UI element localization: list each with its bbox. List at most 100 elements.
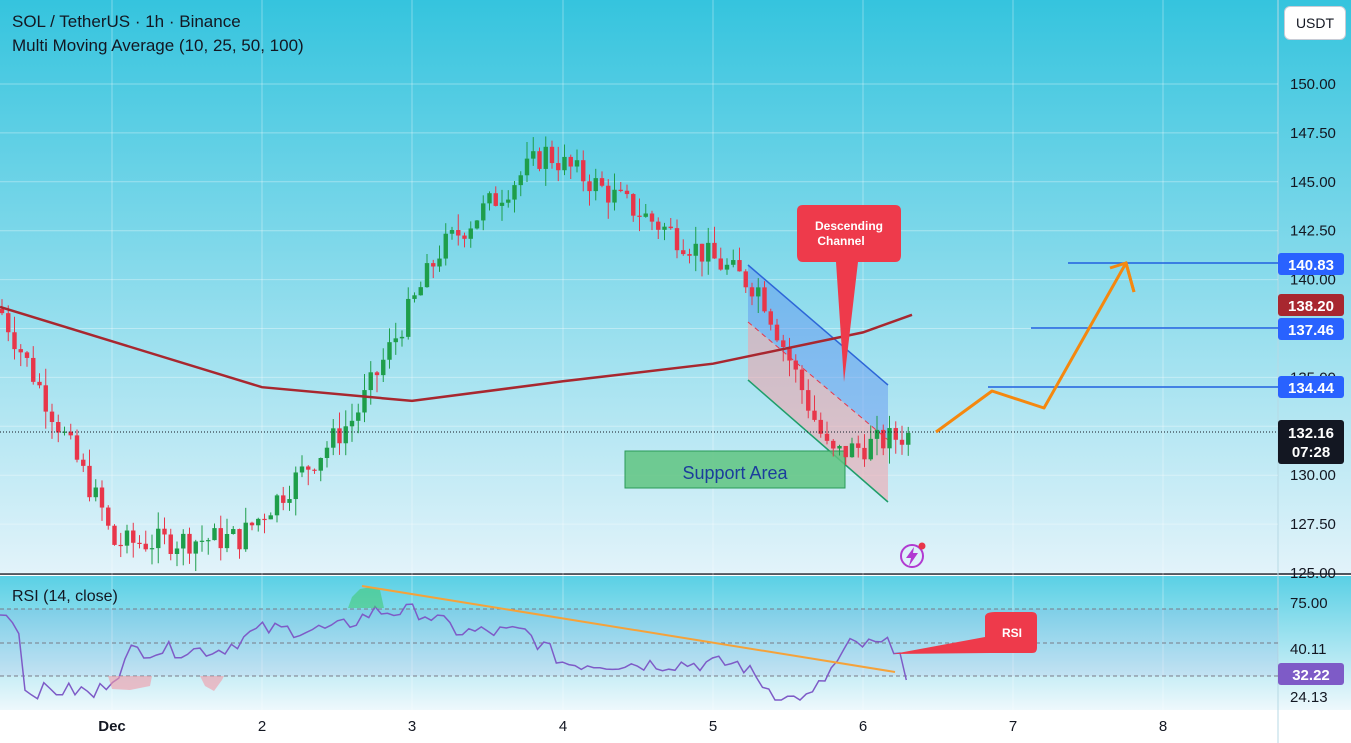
candle — [287, 485, 292, 511]
candle — [537, 147, 542, 172]
rsi-legend[interactable]: RSI (14, close) — [12, 588, 118, 605]
candle — [693, 226, 698, 272]
candle — [518, 171, 523, 197]
candle — [81, 453, 86, 473]
candle — [187, 527, 192, 564]
candle — [749, 282, 755, 306]
support-area-label: Support Area — [682, 463, 788, 483]
candle — [149, 534, 155, 565]
price-tick-label: 142.50 — [1290, 223, 1336, 240]
candle — [818, 412, 823, 438]
rsi-low-value: 24.13 — [1290, 689, 1328, 706]
candle — [568, 154, 573, 179]
candle — [412, 292, 417, 303]
ma-value-tag-text: 138.20 — [1288, 298, 1334, 315]
candle — [31, 346, 36, 385]
ma-value-tag — [1278, 294, 1344, 316]
candle — [162, 517, 167, 545]
candle — [631, 193, 636, 222]
candle — [793, 354, 798, 383]
candle — [856, 435, 861, 458]
price-tick-label: 145.00 — [1290, 174, 1336, 191]
candle — [731, 249, 736, 268]
candle — [581, 150, 586, 192]
candle — [606, 179, 611, 219]
candle — [237, 528, 242, 559]
candle — [43, 368, 48, 429]
candle — [131, 522, 136, 558]
candle — [212, 523, 217, 541]
candle — [574, 149, 580, 173]
time-tick-label: 7 — [1009, 718, 1017, 735]
candle — [37, 373, 42, 389]
candle — [762, 281, 767, 313]
candle — [774, 318, 780, 343]
candle — [393, 322, 398, 355]
candle — [293, 466, 298, 516]
rsi-overbought-fill — [348, 587, 384, 608]
candle — [524, 141, 530, 182]
rsi-current-tag-text: 32.22 — [1292, 667, 1330, 684]
candle — [24, 351, 30, 367]
candle — [249, 521, 255, 531]
rsi-upper-tick: 75.00 — [1290, 595, 1328, 612]
candle — [506, 190, 511, 208]
indicator-legend[interactable]: Multi Moving Average (10, 25, 50, 100) — [12, 36, 304, 55]
time-tick-label: 8 — [1159, 718, 1167, 735]
target-3-tag-text: 134.44 — [1288, 380, 1335, 397]
candle — [649, 210, 655, 231]
candle — [474, 219, 480, 230]
symbol-title[interactable]: SOL / TetherUS · 1h · Binance — [12, 12, 241, 31]
candle — [62, 426, 67, 436]
candle — [831, 439, 836, 457]
candle — [593, 168, 598, 201]
channel-upper-line — [747, 264, 889, 386]
time-tick-label: Dec — [98, 718, 126, 735]
lightning-icon[interactable] — [900, 542, 926, 568]
candle — [281, 486, 286, 511]
price-tick-label: 127.50 — [1290, 516, 1336, 533]
rsi-callout: RSI — [893, 612, 1037, 654]
candle — [18, 344, 23, 367]
price-tick-label: 140.00 — [1290, 272, 1336, 289]
descending-channel-callout: Descending Channel — [797, 205, 901, 382]
candle — [893, 421, 898, 454]
candle — [812, 395, 817, 422]
target-3-tag — [1278, 376, 1344, 398]
last-price-tag — [1278, 420, 1344, 464]
candle — [349, 403, 355, 442]
candle — [374, 370, 380, 393]
candle — [356, 403, 361, 434]
rsi-oversold-fill — [108, 676, 152, 690]
callout-line-2: Channel — [817, 234, 864, 248]
candle — [499, 189, 505, 221]
candle — [168, 528, 173, 561]
candle — [312, 468, 317, 474]
candle — [262, 513, 267, 534]
candle — [624, 184, 630, 199]
candle — [824, 421, 830, 445]
rsi-line — [0, 603, 908, 701]
target-2-tag-text: 137.46 — [1288, 322, 1334, 339]
moving-average-line — [0, 305, 913, 403]
candle — [643, 203, 648, 218]
candle — [118, 532, 123, 558]
candle — [843, 445, 848, 466]
candle — [862, 434, 867, 467]
support-area-box — [624, 450, 846, 489]
candle — [74, 429, 80, 463]
candle — [799, 365, 805, 404]
currency-button[interactable]: USDT — [1284, 6, 1346, 40]
candle — [299, 455, 305, 478]
candle — [906, 426, 911, 456]
candle — [599, 171, 605, 188]
candle — [562, 144, 567, 176]
time-tick-label: 5 — [709, 718, 717, 735]
candle — [406, 287, 411, 340]
candle — [837, 444, 842, 456]
candle — [699, 243, 705, 277]
candle — [243, 507, 248, 552]
rsi-callout-label: RSI — [1002, 626, 1022, 640]
candle — [724, 258, 730, 275]
candle — [87, 449, 92, 502]
